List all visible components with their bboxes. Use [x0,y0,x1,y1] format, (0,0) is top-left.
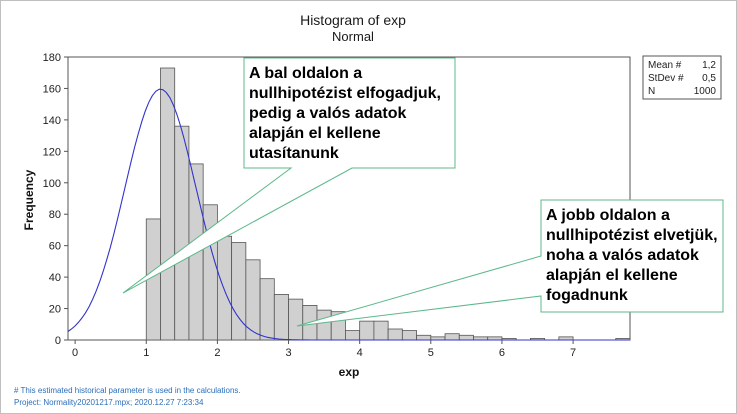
x-tick-label: 3 [285,347,291,359]
footer-note: # This estimated historical parameter is… [14,386,241,395]
x-axis: 0 1 2 3 4 5 6 7 [72,340,576,359]
callout-right-line: nullhipotézist elvetjük, [546,227,718,244]
footer-project: Project: Normality20201217.mpx; 2020.12.… [14,398,204,407]
bars-layer [145,67,631,341]
stats-label: N [648,86,655,97]
callout-left-line: A bal oldalon a [249,65,362,82]
stats-label: StDev # [648,73,684,84]
histogram-bar [160,67,176,341]
histogram-bar [373,320,389,341]
y-tick-label: 180 [43,52,61,64]
callout-right-line: noha a valós adatok [546,247,699,264]
callout-left-line: pedig a valós adatok [249,105,406,122]
callout-left-line: alapján el kellene [249,125,381,142]
y-tick-label: 160 [43,83,61,95]
y-tick-label: 40 [49,272,61,284]
y-axis-label: Frequency [22,169,36,230]
histogram-bar [259,278,275,341]
chart-subtitle: Normal [332,29,374,44]
callout-right: A jobb oldalon a nullhipotézist elvetjük… [296,199,724,327]
y-tick-label: 60 [49,241,61,253]
y-tick-label: 140 [43,115,61,127]
x-tick-label: 4 [357,347,363,359]
y-tick-label: 120 [43,146,61,158]
x-tick-label: 5 [428,347,434,359]
histogram-bar [288,298,304,341]
y-tick-label: 100 [43,178,61,190]
histogram-bar [273,294,289,341]
callout-left-line: utasítanunk [249,145,339,162]
x-tick-label: 1 [143,347,149,359]
stats-value: 0,5 [702,73,716,84]
chart-title: Histogram of exp [300,12,406,28]
histogram-bar [174,125,190,341]
y-tick-label: 80 [49,209,61,221]
x-tick-label: 6 [499,347,505,359]
histogram-bar [444,333,460,341]
histogram-bar [216,235,233,341]
y-axis: 0 20 40 60 80 100 120 140 160 180 [43,52,68,347]
histogram-bar [231,242,247,341]
histogram-bar [359,320,375,341]
x-tick-label: 0 [72,347,78,359]
histogram-bar [345,330,361,341]
stats-label: Mean # [648,60,682,71]
y-tick-label: 0 [55,335,61,347]
histogram-bar [458,334,474,341]
callout-left-line: nullhipotézist elfogadjuk, [249,85,441,102]
callout-right-line: fogadnunk [546,287,628,304]
histogram-bar [387,328,403,341]
stats-value: 1000 [694,86,717,97]
callout-left: A bal oldalon a nullhipotézist elfogadju… [122,57,456,294]
callout-right-line: A jobb oldalon a [546,207,670,224]
histogram-bar [401,330,417,341]
x-tick-label: 7 [570,347,576,359]
histogram-bar [416,334,432,341]
stats-value: 1,2 [702,60,716,71]
callout-right-line: alapján el kellene [546,267,678,284]
histogram-bar [316,309,332,341]
x-tick-label: 2 [214,347,220,359]
stats-legend-box: Mean # 1,2 StDev # 0,5 N 1000 [642,55,722,100]
normal-fit-curve [67,88,630,341]
x-axis-label: exp [339,365,360,379]
y-tick-label: 20 [49,304,61,316]
